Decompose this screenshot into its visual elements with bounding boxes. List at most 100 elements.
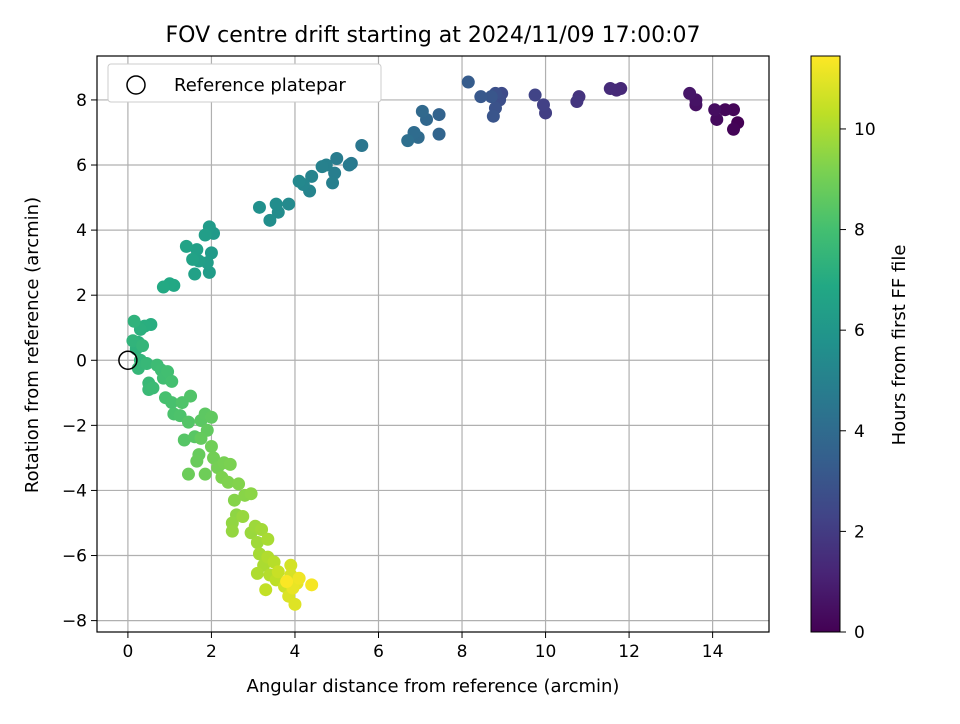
data-point — [165, 374, 179, 388]
data-point — [190, 243, 204, 257]
data-point — [280, 575, 294, 589]
data-point — [474, 90, 488, 104]
y-tick-label: 2 — [76, 286, 87, 306]
data-point — [401, 134, 415, 148]
data-point — [165, 396, 179, 410]
data-point — [181, 467, 195, 481]
data-point — [330, 152, 344, 166]
data-point — [188, 267, 202, 281]
x-tick-label: 10 — [535, 642, 557, 662]
data-point — [328, 166, 342, 180]
data-point — [528, 88, 542, 102]
legend-marker-reference — [126, 75, 146, 95]
data-point — [305, 169, 319, 183]
data-point — [263, 213, 277, 227]
y-tick-label: 8 — [76, 91, 87, 111]
legend: Reference platepar — [107, 63, 382, 103]
data-point — [292, 174, 306, 188]
x-tick-label: 12 — [618, 642, 640, 662]
data-point — [236, 509, 250, 523]
plot-frame — [96, 55, 770, 633]
y-axis-label: Rotation from reference (arcmin) — [22, 197, 43, 493]
data-point — [284, 558, 298, 572]
data-point — [432, 127, 446, 141]
data-point — [486, 109, 500, 123]
y-tick-label: 6 — [76, 156, 87, 176]
data-point — [305, 578, 319, 592]
x-tick-label: 8 — [457, 642, 468, 662]
data-point — [194, 431, 208, 445]
legend-box — [107, 63, 382, 103]
data-point — [225, 524, 239, 538]
data-point — [127, 314, 141, 328]
data-point — [484, 90, 498, 104]
reference-platepar-marker — [118, 350, 138, 371]
data-point — [177, 433, 191, 447]
data-point — [223, 457, 237, 471]
data-point — [536, 98, 550, 112]
data-point — [204, 440, 218, 454]
data-point — [255, 522, 269, 536]
data-point — [342, 158, 356, 172]
data-point — [292, 571, 306, 585]
data-point — [227, 493, 241, 507]
grid-lines — [97, 56, 769, 632]
x-tick-label: 6 — [373, 642, 384, 662]
data-point — [136, 339, 150, 353]
x-axis-label: Angular distance from reference (arcmin) — [247, 676, 620, 697]
colorbar-ticks: 0 2 4 6 8 10 — [840, 120, 876, 643]
data-point — [259, 583, 273, 597]
data-point — [326, 176, 340, 190]
y-tick-label: −4 — [62, 481, 87, 501]
data-point — [190, 454, 204, 468]
data-point — [146, 381, 160, 395]
data-point — [161, 365, 175, 379]
colorbar-gradient — [810, 55, 841, 633]
data-point — [198, 467, 212, 481]
data-point — [288, 597, 302, 611]
data-points — [118, 75, 745, 611]
data-point — [267, 555, 281, 569]
data-point — [415, 104, 429, 118]
x-tick-label: 2 — [206, 642, 217, 662]
data-point — [207, 451, 221, 465]
data-point — [181, 415, 195, 429]
x-tick-label: 4 — [290, 642, 301, 662]
data-point — [156, 280, 170, 294]
y-tick-label: −2 — [62, 416, 87, 436]
data-point — [186, 252, 200, 266]
data-point — [202, 265, 216, 279]
data-point — [250, 566, 264, 580]
data-point — [244, 487, 258, 501]
chart-title: FOV centre drift starting at 2024/11/09 … — [166, 23, 701, 48]
data-point — [726, 122, 740, 136]
data-point — [282, 197, 296, 211]
colorbar-tick-label: 0 — [854, 623, 865, 643]
data-point — [126, 334, 140, 348]
colorbar-tick-label: 6 — [854, 321, 865, 341]
data-point — [683, 86, 697, 100]
data-point — [570, 95, 584, 109]
data-point — [261, 532, 275, 546]
colorbar-tick-label: 10 — [854, 120, 876, 140]
data-point — [232, 477, 246, 491]
data-point — [140, 357, 154, 371]
data-point — [221, 475, 235, 489]
data-point — [718, 103, 732, 117]
y-tick-label: −6 — [62, 547, 87, 567]
data-point — [250, 536, 264, 550]
legend-label-reference: Reference platepar — [174, 75, 346, 96]
y-tick-label: 0 — [76, 351, 87, 371]
data-point — [603, 82, 617, 96]
data-point — [204, 410, 218, 424]
data-point — [252, 200, 266, 214]
data-point — [461, 75, 475, 89]
data-point — [269, 197, 283, 211]
data-point — [708, 103, 722, 117]
data-point — [432, 108, 446, 122]
x-tick-label: 0 — [122, 642, 133, 662]
data-point — [315, 160, 329, 174]
data-point — [179, 239, 193, 253]
data-point — [271, 565, 285, 579]
